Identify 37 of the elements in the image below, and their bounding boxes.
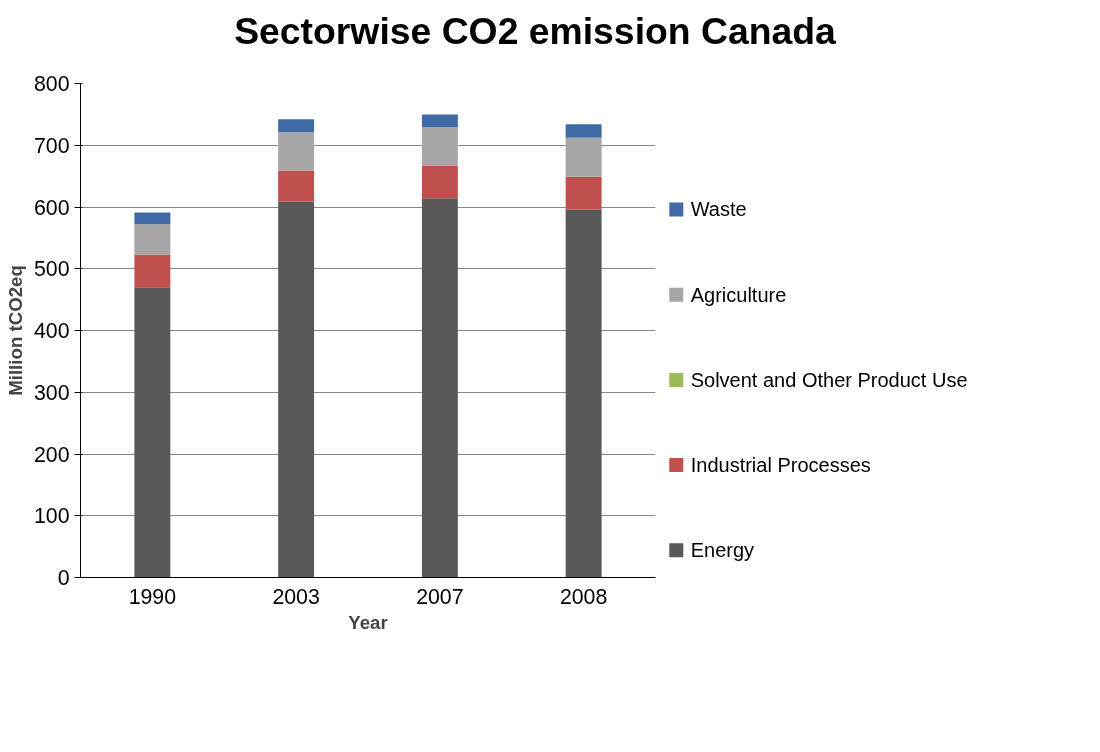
x-axis-title: Year (348, 611, 388, 633)
y-tick-label: 500 (33, 257, 70, 282)
bar (565, 138, 602, 178)
bar (278, 119, 315, 133)
y-tick-label: 400 (33, 319, 70, 344)
legend-label: Waste (690, 198, 747, 221)
bar (421, 114, 458, 128)
bar (278, 201, 315, 578)
bar (421, 165, 458, 199)
x-tick-label: 1990 (128, 584, 177, 609)
legend-label: Agriculture (690, 284, 787, 306)
legend-label: Solvent and Other Product Use (690, 369, 968, 392)
bar (565, 177, 602, 210)
y-tick-label: 0 (57, 566, 70, 591)
bar (565, 209, 602, 578)
bar (134, 212, 171, 225)
y-tick-label: 200 (33, 442, 70, 467)
y-tick-label: 300 (33, 381, 70, 406)
bar (421, 127, 458, 166)
y-tick-label: 700 (33, 134, 70, 159)
legend-label: Industrial Processes (690, 454, 871, 477)
x-tick-label: 2003 (272, 584, 320, 609)
bar (134, 287, 171, 578)
bar (565, 124, 602, 139)
bar (421, 198, 458, 578)
y-tick-label: 100 (33, 504, 70, 529)
y-tick-label: 600 (33, 195, 70, 220)
y-tick-label: 800 (33, 72, 70, 97)
legend-label: Energy (690, 539, 755, 562)
y-axis-title: Million tCO2eq (4, 265, 26, 397)
chart-title: Sectorwise CO2 emission Canada (234, 9, 836, 54)
bar (134, 224, 171, 255)
x-tick-label: 2008 (559, 584, 608, 609)
x-tick-label: 2007 (416, 584, 464, 609)
bar (134, 254, 171, 288)
bar (278, 132, 315, 171)
bar (278, 170, 315, 202)
